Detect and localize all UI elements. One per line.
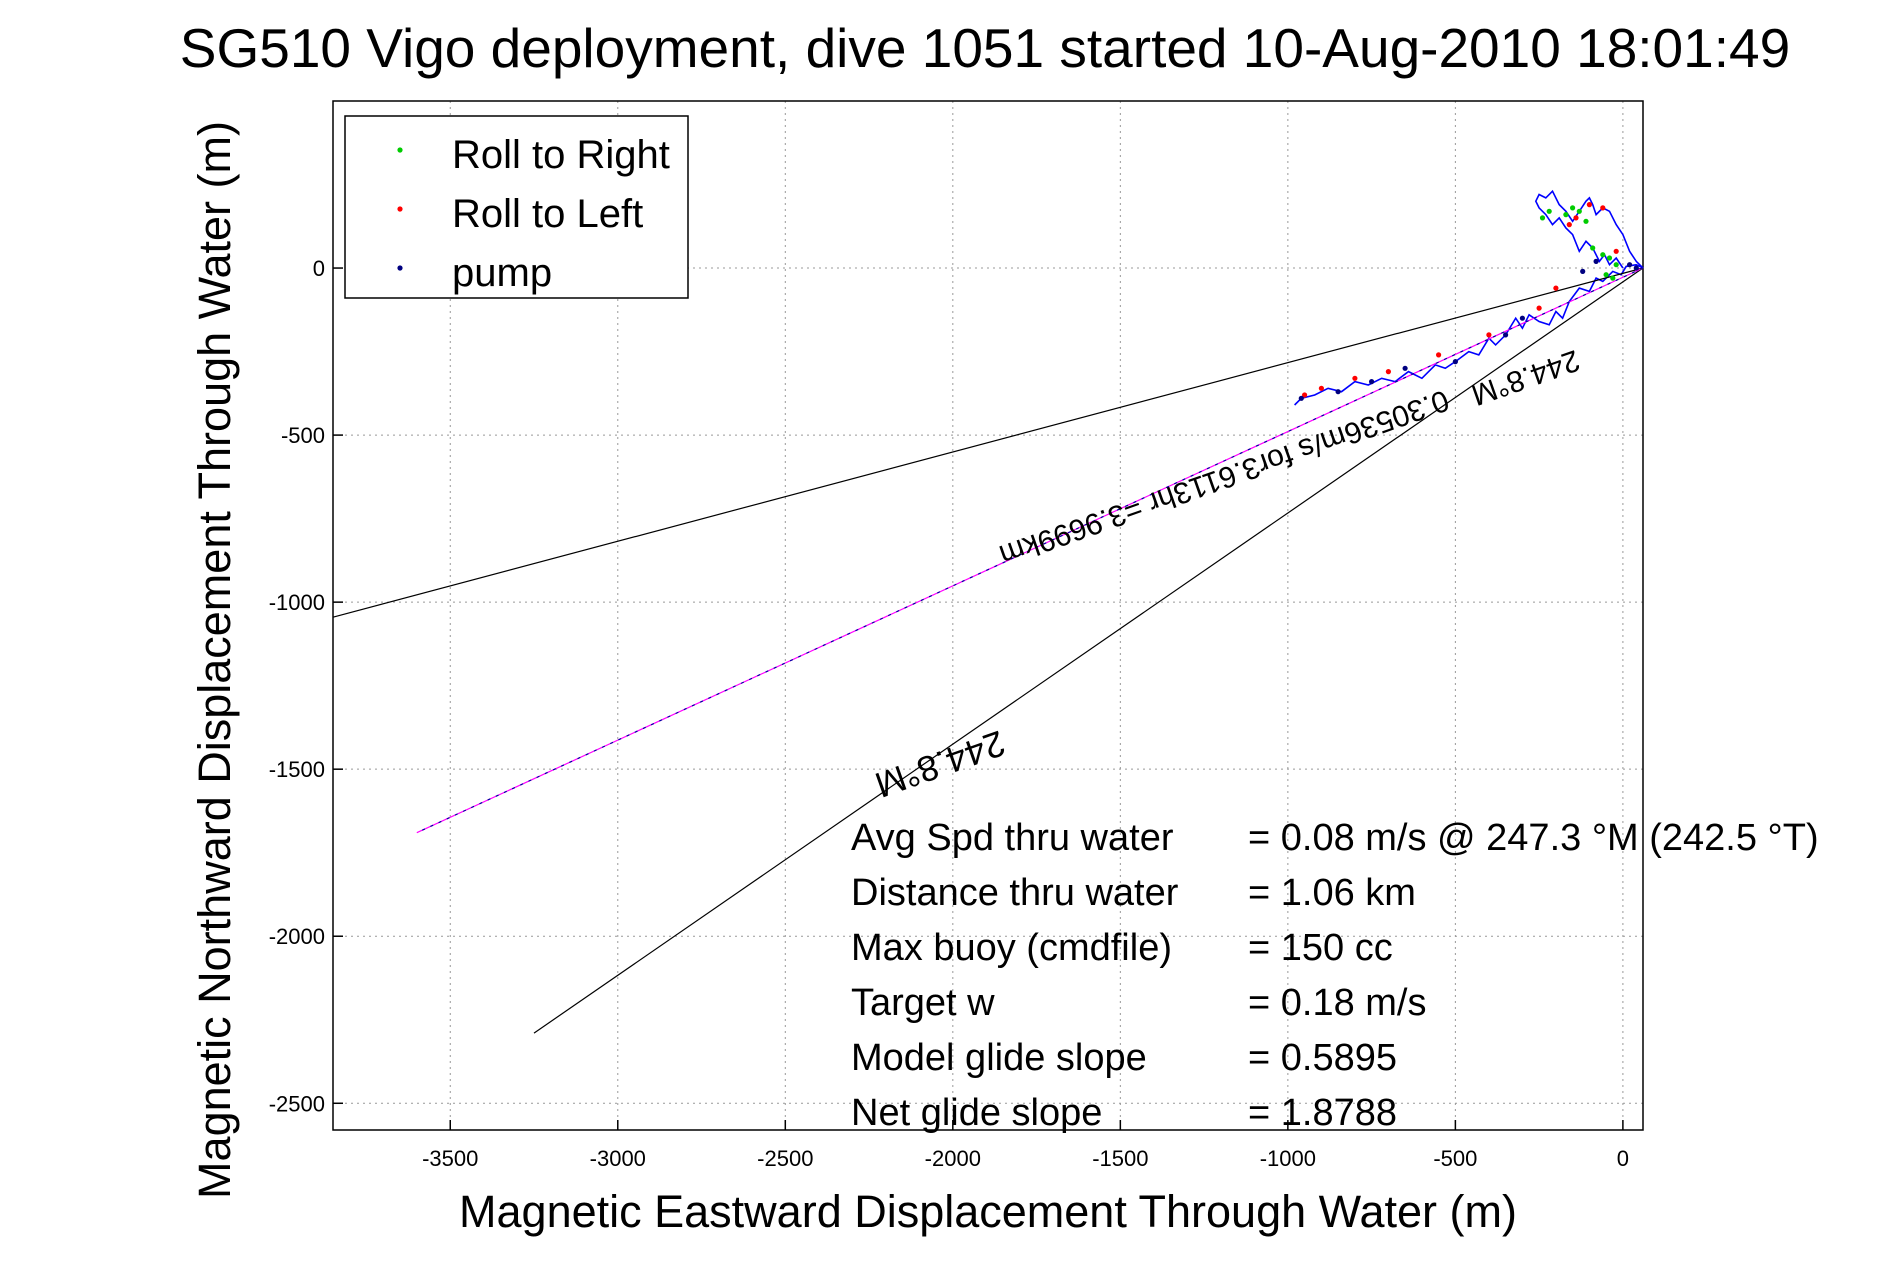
roll-right-marker (1603, 272, 1609, 278)
roll-right-marker (1546, 208, 1552, 214)
pump-marker (1369, 379, 1375, 385)
stat-label: Avg Spd thru water (851, 817, 1174, 859)
roll-left-marker (1553, 285, 1559, 291)
legend-swatch (397, 265, 403, 271)
markers-group (1298, 202, 1639, 401)
stat-value: = 0.5895 (1248, 1037, 1397, 1079)
roll-right-marker (1600, 252, 1606, 258)
y-tick-label: -2500 (269, 1091, 325, 1116)
heading-line-2 (332, 267, 1644, 618)
pump-marker (1580, 268, 1586, 274)
x-tick-label: -2000 (925, 1146, 981, 1171)
legend-swatch (397, 147, 403, 153)
pump-marker (1402, 365, 1408, 371)
y-tick-label: -1500 (269, 757, 325, 782)
pump-marker (1335, 389, 1341, 395)
roll-left-marker (1436, 352, 1442, 358)
stat-value: = 0.08 m/s @ 247.3 °M (242.5 °T) (1248, 817, 1819, 859)
plot-area (332, 100, 1644, 1131)
roll-left-marker (1573, 215, 1579, 221)
pump-marker (1627, 262, 1633, 268)
roll-left-marker (1352, 375, 1358, 381)
roll-left-marker (1486, 332, 1492, 338)
y-axis-ticks: 0 -500 -1000 -1500 -2000 -2500 (269, 256, 343, 1116)
x-axis-label: Magnetic Eastward Displacement Through W… (459, 1186, 1517, 1237)
roll-left-marker (1318, 385, 1324, 391)
x-tick-label: -1000 (1260, 1146, 1316, 1171)
pump-marker (1503, 332, 1509, 338)
glider-track-line-0 (1294, 263, 1644, 406)
stat-label: Target w (851, 982, 995, 1024)
glider-track-line-1 (1534, 189, 1644, 269)
grid (333, 101, 1643, 1130)
heading-annotation-2: 0.30536m/s for3.6113hr =3.9699km (995, 383, 1453, 572)
roll-left-marker (1600, 205, 1606, 211)
stat-value: = 0.18 m/s (1248, 982, 1426, 1024)
pump-marker (1593, 258, 1599, 264)
pump-marker (1519, 315, 1525, 321)
y-tick-label: -1000 (269, 590, 325, 615)
roll-right-marker (1590, 245, 1596, 251)
stat-label: Distance thru water (851, 872, 1179, 914)
stat-label: Model glide slope (851, 1037, 1147, 1079)
pump-marker (1298, 395, 1304, 401)
roll-left-marker (1302, 392, 1308, 398)
pump-marker (1452, 359, 1458, 365)
roll-right-marker (1563, 212, 1569, 218)
series-group (332, 189, 1644, 1034)
roll-right-marker (1570, 205, 1576, 211)
x-tick-label: 0 (1617, 1146, 1629, 1171)
x-axis-ticks: -3500 -3000 -2500 -2000 -1500 -1000 -500 0 (422, 1120, 1629, 1171)
roll-left-marker (1536, 305, 1542, 311)
y-tick-label: -500 (281, 423, 325, 448)
legend-label: Roll to Left (452, 192, 643, 236)
heading-annotation-1: 244.8°M (1467, 343, 1584, 411)
y-axis-label: Magnetic Northward Displacement Through … (189, 121, 240, 1199)
legend: Roll to Right Roll to Left pump (344, 115, 689, 299)
roll-right-marker (1610, 275, 1616, 281)
x-tick-label: -1500 (1092, 1146, 1148, 1171)
heading-line-4 (416, 267, 1644, 834)
roll-right-marker (1583, 218, 1589, 224)
stats-panel: Avg Spd thru water = 0.08 m/s @ 247.3 °M … (851, 817, 1819, 1134)
stat-value: = 150 cc (1248, 927, 1393, 969)
roll-right-marker (1539, 215, 1546, 221)
roll-left-marker (1613, 248, 1619, 254)
y-tick-label: 0 (313, 256, 325, 281)
pump-marker (1633, 265, 1639, 271)
roll-right-marker (1576, 208, 1582, 214)
roll-left-marker (1586, 202, 1592, 208)
y-tick-label: -2000 (269, 924, 325, 949)
x-tick-label: -2500 (757, 1146, 813, 1171)
x-tick-label: -3000 (590, 1146, 646, 1171)
legend-swatch (397, 206, 403, 212)
chart-title: SG510 Vigo deployment, dive 1051 started… (180, 17, 1790, 79)
heading-line-3 (533, 267, 1644, 1034)
legend-label: pump (452, 251, 552, 295)
stat-value: = 1.8788 (1248, 1092, 1397, 1134)
x-tick-label: -500 (1433, 1146, 1477, 1171)
legend-label: Roll to Right (452, 133, 670, 177)
heading-annotation-0: 244.8°M (870, 723, 1010, 806)
roll-left-marker (1566, 222, 1572, 228)
stat-label: Net glide slope (851, 1092, 1102, 1134)
stat-label: Max buoy (cmdfile) (851, 927, 1172, 969)
roll-right-marker (1613, 262, 1619, 268)
roll-right-marker (1606, 255, 1613, 261)
roll-left-marker (1385, 369, 1391, 375)
x-tick-label: -3500 (422, 1146, 478, 1171)
stat-value: = 1.06 km (1248, 872, 1416, 914)
